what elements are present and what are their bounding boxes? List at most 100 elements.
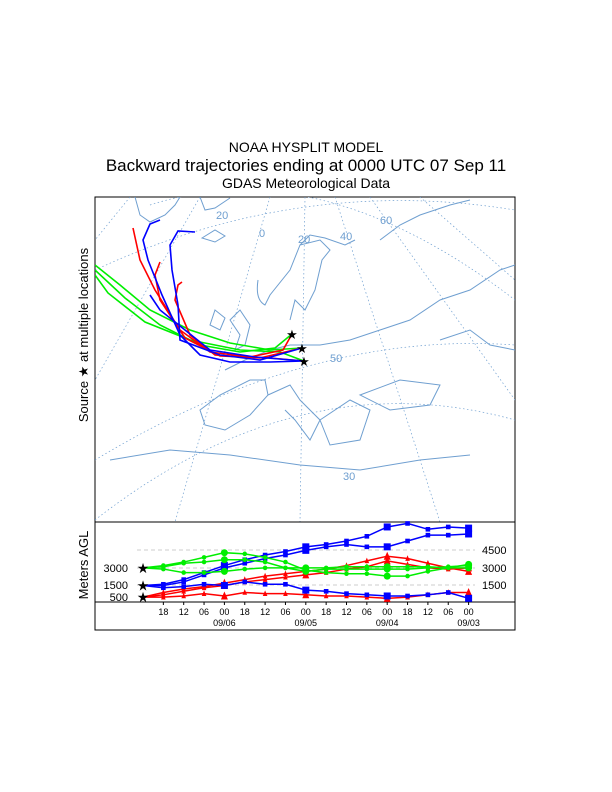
data-point (283, 581, 288, 587)
data-point (220, 567, 228, 575)
x-hour-label: 00 (301, 607, 311, 617)
data-point (201, 555, 207, 560)
model-title: NOAA HYSPLIT MODEL (228, 139, 384, 155)
grid-label: 0 (259, 228, 265, 240)
data-point (465, 587, 473, 596)
data-point (262, 552, 268, 558)
data-point (161, 566, 166, 572)
x-date-label: 09/04 (376, 618, 399, 628)
data-point (302, 564, 310, 572)
data-point (242, 579, 248, 585)
start-star-icon: ★ (137, 589, 150, 605)
data-point (383, 551, 391, 560)
data-point (220, 591, 228, 600)
map-trajectories (95, 219, 305, 363)
data-point (425, 526, 431, 532)
data-point (445, 532, 451, 538)
x-hour-label: 12 (423, 607, 433, 617)
x-hour-label: 06 (280, 607, 290, 617)
data-point (425, 564, 431, 570)
profile-series-green-3 (142, 563, 473, 575)
x-hour-label: 18 (240, 607, 250, 617)
data-point (302, 590, 310, 599)
x-date-label: 09/03 (457, 618, 480, 628)
x-hour-label: 12 (260, 607, 270, 617)
x-hour-label: 06 (199, 607, 209, 617)
data-point (283, 590, 288, 596)
data-point (323, 565, 329, 571)
grid-label: 20 (298, 234, 310, 246)
data-point (201, 590, 207, 596)
grid-label: 20 (216, 210, 228, 222)
start-star-icon: ★ (137, 560, 150, 576)
x-hour-label: 18 (403, 607, 413, 617)
data-point (445, 590, 451, 595)
data-point (181, 570, 186, 575)
grid-label: 50 (330, 353, 342, 365)
data-point (364, 534, 370, 539)
met-data-title: GDAS Meteorological Data (221, 175, 391, 191)
data-point (161, 581, 166, 587)
data-point (283, 573, 288, 580)
data-point (161, 591, 166, 598)
data-point (262, 572, 268, 579)
data-point (283, 559, 288, 565)
red-trajectory (132, 227, 293, 358)
x-date-label: 09/05 (295, 618, 318, 628)
data-point (161, 585, 166, 591)
data-point (364, 571, 370, 577)
data-point (323, 570, 329, 575)
grid-label: 40 (340, 231, 352, 243)
data-point (181, 592, 186, 599)
data-point (242, 551, 248, 557)
profile-series-blue-1 (142, 579, 473, 602)
data-point (425, 532, 431, 538)
data-point (405, 555, 410, 561)
x-hour-label: 00 (464, 607, 474, 617)
data-point (344, 542, 349, 547)
data-point (302, 586, 310, 594)
x-hour-label: 12 (341, 607, 351, 617)
y-tick-left: 1500 (104, 580, 128, 592)
data-point (201, 572, 207, 578)
data-point (262, 559, 268, 565)
data-point (425, 559, 431, 566)
data-point (283, 565, 288, 571)
data-point (383, 592, 391, 600)
data-point (201, 570, 207, 575)
data-point (242, 560, 248, 566)
data-point (201, 559, 207, 565)
data-point (262, 581, 268, 587)
data-point (344, 591, 349, 596)
grid-label: 30 (343, 471, 355, 483)
x-hour-label: 00 (219, 607, 229, 617)
y-tick-right: 4500 (482, 545, 506, 557)
source-stars: ★ ★ ★ (286, 327, 310, 369)
x-hour-label: 12 (179, 607, 189, 617)
data-point (201, 584, 207, 591)
y-tick-right: 3000 (482, 563, 506, 575)
data-point (383, 543, 391, 551)
data-point (425, 592, 431, 598)
data-point (262, 576, 268, 582)
data-point (383, 556, 391, 565)
data-point (364, 592, 370, 598)
data-point (364, 564, 370, 570)
data-point (465, 564, 473, 572)
source-star-icon: ★ (296, 341, 308, 356)
x-date-label: 09/06 (213, 618, 236, 628)
data-point (364, 544, 370, 550)
green-trajectory (95, 264, 303, 351)
height-profile-panel: ★★★ 3000 1500 500 4500 3000 1500 18 12 06 0… (94, 521, 516, 631)
data-point (181, 579, 186, 585)
data-point (242, 566, 248, 572)
data-point (445, 565, 451, 571)
trajectory-title: Backward trajectories ending at 0000 UTC… (105, 156, 507, 175)
data-point (220, 556, 228, 564)
blue-trajectory (142, 219, 305, 363)
data-point (262, 555, 268, 560)
data-point (405, 564, 410, 570)
data-point (283, 570, 288, 577)
grid-label: 60 (380, 215, 392, 227)
